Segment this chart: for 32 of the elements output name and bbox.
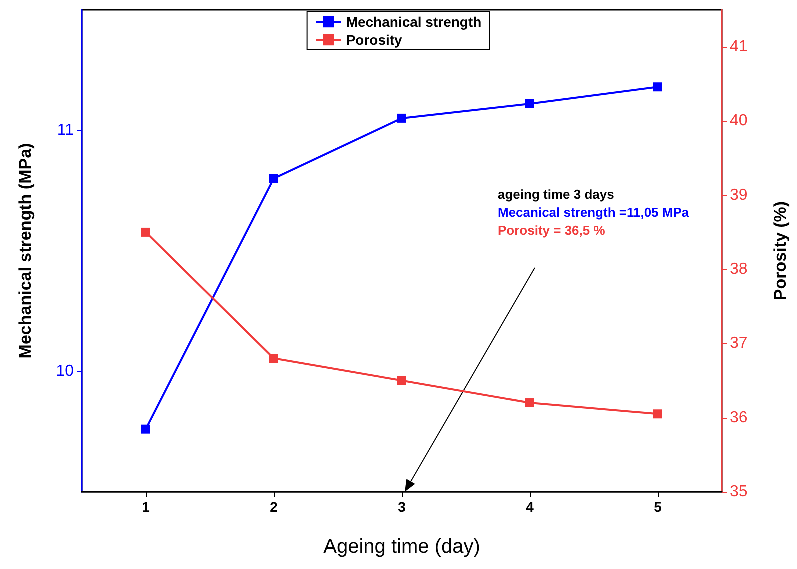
y2-tick-label: 35 <box>730 484 748 500</box>
y-axis-title: Mechanical strength (MPa) <box>16 143 35 359</box>
y2-tick-label: 36 <box>730 409 748 426</box>
y2-tick-label: 39 <box>730 186 748 204</box>
x-tick-label: 3 <box>398 499 406 515</box>
legend-label: Porosity <box>346 32 403 48</box>
x-tick-label: 5 <box>654 499 662 515</box>
legend-label: Mechanical strength <box>346 14 482 30</box>
x-tick-label: 1 <box>142 499 150 515</box>
x-tick-label: 2 <box>270 499 278 515</box>
point <box>270 354 278 364</box>
point <box>526 398 534 408</box>
annotation: Mecanical strength =11,05 MPa <box>498 205 690 220</box>
y-tick-label: 11 <box>57 122 74 139</box>
y2-tick-label: 40 <box>730 112 748 130</box>
y2-tick-label: 37 <box>730 335 748 352</box>
point <box>398 376 406 386</box>
point <box>398 114 406 123</box>
point <box>526 99 534 108</box>
point <box>270 174 278 184</box>
point <box>142 424 150 434</box>
point <box>142 228 150 237</box>
x-axis-title: Ageing time (day) <box>324 536 480 558</box>
y-tick-label: 10 <box>56 363 74 380</box>
point <box>654 82 662 92</box>
annotation: ageing time 3 days <box>498 187 614 202</box>
y2-axis-title: Porosity (%) <box>771 201 790 301</box>
point <box>654 410 662 419</box>
y2-tick-label: 41 <box>730 38 748 56</box>
x-tick-label: 4 <box>526 499 534 515</box>
annotation: Porosity = 36,5 % <box>498 223 606 238</box>
y2-tick-label: 38 <box>730 261 748 278</box>
